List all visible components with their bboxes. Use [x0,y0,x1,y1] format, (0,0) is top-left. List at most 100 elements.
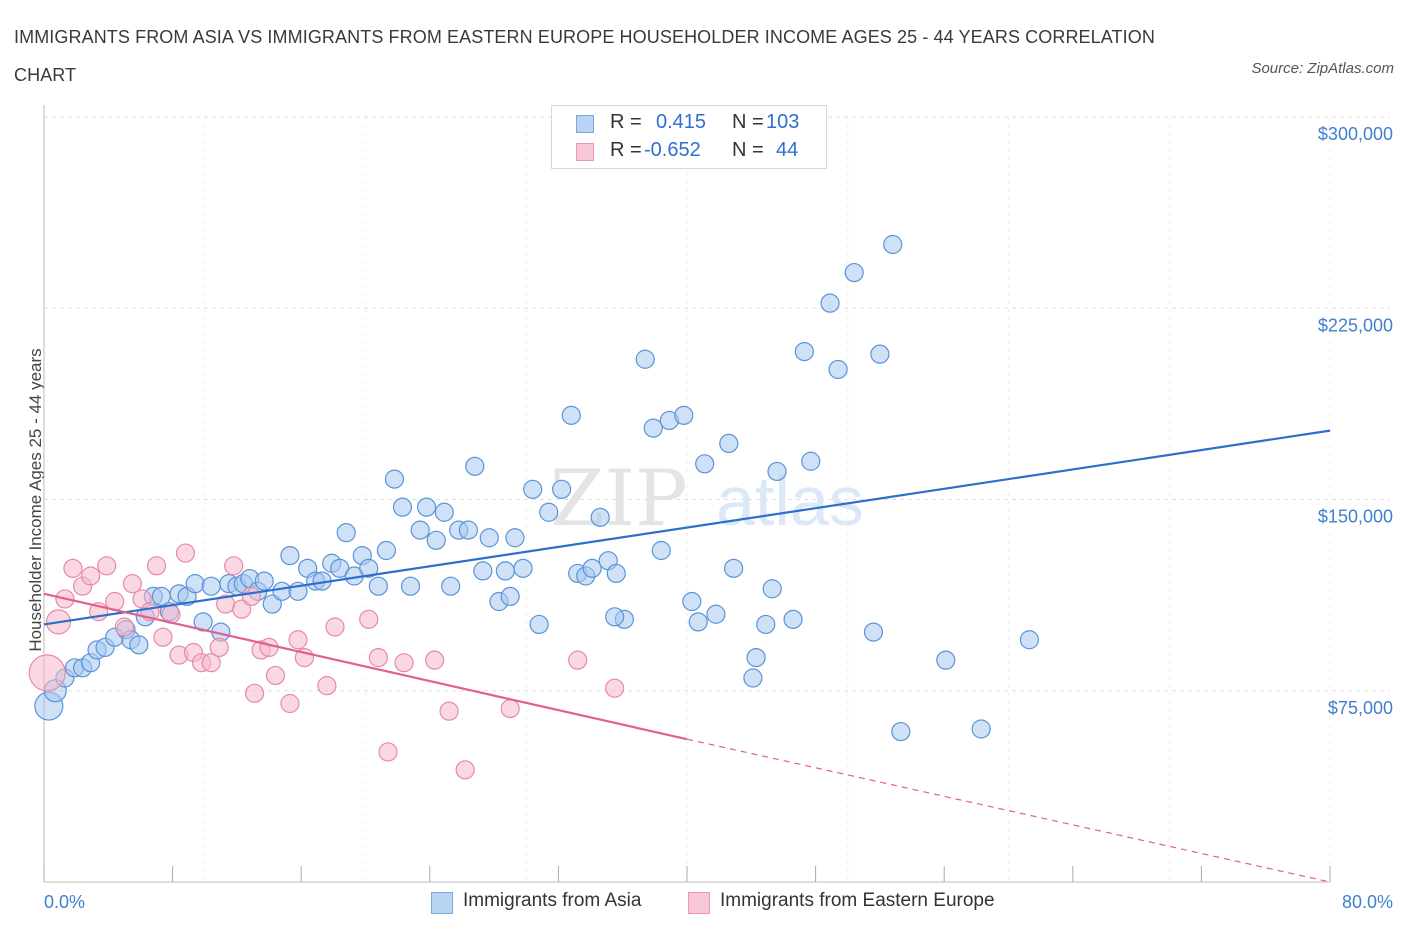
eastern-europe-data-point [63,558,83,578]
eastern-europe-data-point [153,627,173,647]
x-tick-labels: 0.0% 80.0% [44,892,1393,912]
asia-data-point [605,607,625,627]
legend-n-label: N = [732,111,764,133]
asia-data-point [500,586,520,607]
asia-data-point [434,502,454,522]
legend-n-value: 44 [776,139,799,161]
y-tick-labels: $75,000 $150,000 $225,000 $300,000 [1318,124,1393,718]
asia-data-point [400,576,421,596]
watermark-atlas: atlas [716,462,864,540]
watermark-zip: ZIP [550,454,688,544]
eastern-europe-data-point [259,637,279,658]
eastern-europe-data-point [224,556,244,576]
legend-r-label: R = [610,111,642,133]
eastern-europe-data-point [439,701,459,721]
asia-data-point [479,528,499,548]
asia-data-point [262,594,282,614]
eastern-europe-data-point [455,760,475,780]
asia-data-point [416,497,437,517]
legend-label-asia: Immigrants from Asia [463,890,642,911]
asia-data-point [505,528,525,548]
asia-data-point [368,576,388,596]
asia-data-point [695,454,715,474]
source-label: Source: ZipAtlas.com [1251,60,1394,77]
asia-data-point [643,418,663,438]
legend-n-value: 103 [766,111,800,133]
asia-swatch [576,115,594,133]
eastern-europe-data-point [97,556,117,576]
asia-data-point [254,571,274,591]
asia-data-point [820,293,840,313]
asia-legend-swatch [431,892,453,914]
legend-n-label: N = [732,139,764,161]
eastern-europe-data-point [114,617,134,637]
asia-data-point [719,433,739,453]
asia-data-point [688,612,708,632]
asia-data-point [201,576,221,596]
asia-data-point [272,581,292,601]
correlation-legend: R = 0.415 N = 103 R = -0.652 N = 44 [551,105,827,169]
series-immigrants-from-asia [34,234,1039,742]
eastern-europe-legend-swatch [688,892,710,914]
eastern-europe-data-point [368,647,388,668]
asia-data-point [635,349,655,369]
asia-data-point [561,405,581,425]
asia-data-point [129,635,149,655]
axes [43,105,1331,883]
legend-label-eastern-europe: Immigrants from Eastern Europe [720,890,995,911]
eastern-europe-data-point [232,599,252,619]
y-tick-label: $150,000 [1318,507,1393,527]
eastern-europe-data-point [605,678,625,698]
x-tick-label: 0.0% [44,892,85,912]
x-tick-label: 80.0% [1342,892,1393,912]
asia-data-point [674,405,694,425]
eastern-europe-data-point [288,630,308,650]
asia-data-point [767,461,787,482]
asia-data-point [359,558,379,578]
asia-data-point [756,614,776,635]
asia-data-point [552,479,572,499]
eastern-europe-data-point [146,556,167,576]
eastern-europe-data-point [378,742,398,762]
asia-data-point [828,359,848,380]
eastern-europe-data-point [241,586,261,607]
asia-data-point [441,576,461,596]
eastern-europe-data-point [325,617,345,637]
asia-data-point [590,507,610,527]
asia-data-point [971,719,991,739]
eastern-europe-data-point [359,609,379,629]
asia-data-point [724,558,744,578]
eastern-europe-data-point [425,650,445,670]
eastern-europe-data-point [568,650,588,670]
eastern-europe-data-point [201,653,221,673]
eastern-europe-trend-extension [686,738,1331,883]
eastern-europe-data-point [122,574,143,594]
asia-data-point [743,668,763,688]
asia-data-point [529,614,549,635]
asia-data-point [682,591,702,612]
asia-data-point [883,234,903,255]
asia-data-point [426,530,446,550]
asia-data-point [706,604,726,624]
asia-data-point [801,451,821,471]
asia-data-point [863,622,884,642]
asia-data-point [495,561,515,581]
eastern-europe-data-point [81,566,101,586]
eastern-europe-data-point [175,543,196,563]
eastern-europe-data-point [244,683,265,703]
asia-data-point [513,558,533,578]
watermark: ZIP atlas [550,454,864,544]
eastern-europe-data-point [280,693,300,714]
asia-data-point [606,563,626,584]
asia-data-point [465,456,485,476]
eastern-europe-data-point [28,654,66,692]
asia-data-point [582,558,602,578]
asia-data-point [844,262,864,283]
asia-data-point [280,545,300,566]
asia-data-point [783,609,803,629]
asia-data-point [410,520,430,540]
asia-data-point [539,502,559,522]
y-tick-label: $75,000 [1328,698,1393,718]
y-tick-label: $300,000 [1318,124,1393,144]
